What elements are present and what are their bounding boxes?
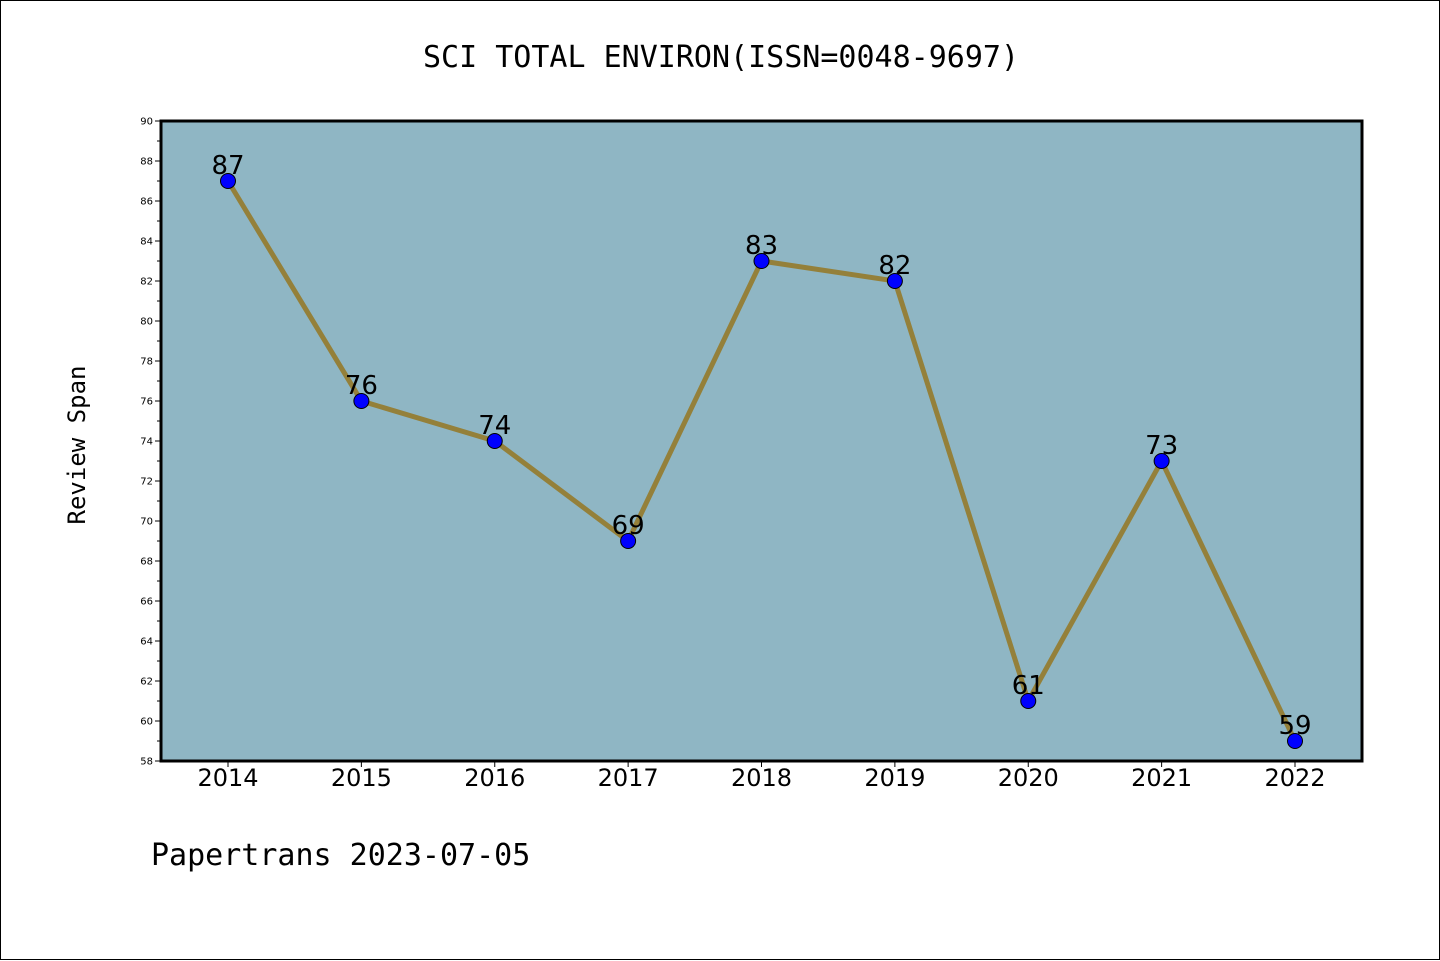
data-label: 83 xyxy=(745,231,778,261)
data-label: 59 xyxy=(1278,711,1311,741)
data-label: 87 xyxy=(211,151,244,181)
x-tick-label: 2022 xyxy=(1264,764,1325,792)
data-point xyxy=(753,253,770,269)
x-tick-label: 2015 xyxy=(331,764,392,792)
x-tick-label: 2017 xyxy=(598,764,659,792)
data-point xyxy=(1153,453,1170,469)
y-axis: 58 60 62 64 66 68 70 72 74 76 78 80 82 84 86 88 90 xyxy=(140,117,161,768)
y-tick-label: 84 xyxy=(140,237,153,248)
y-tick-label: 82 xyxy=(140,277,153,288)
data-point xyxy=(353,393,370,409)
y-tick-label: 78 xyxy=(140,357,153,368)
x-tick-label: 2018 xyxy=(731,764,792,792)
y-tick-label: 58 xyxy=(140,757,153,768)
y-tick-label: 66 xyxy=(140,597,153,608)
y-tick-label: 76 xyxy=(140,397,153,408)
data-point xyxy=(1287,733,1303,749)
y-tick-label: 90 xyxy=(140,117,153,128)
y-tick-label: 64 xyxy=(140,637,153,648)
data-label: 61 xyxy=(1012,671,1045,701)
footer-text: Papertrans 2023-07-05 xyxy=(151,838,530,873)
x-tick-label: 2014 xyxy=(197,764,258,792)
data-label: 74 xyxy=(478,411,511,441)
data-point xyxy=(1020,693,1037,709)
data-label: 69 xyxy=(612,511,645,541)
x-tick-label: 2016 xyxy=(464,764,525,792)
y-tick-label: 80 xyxy=(140,317,153,328)
x-axis: 2014 2015 2016 2017 2018 2019 2020 2021 2022 xyxy=(197,761,1326,792)
data-label: 76 xyxy=(345,371,378,401)
data-label: 73 xyxy=(1145,431,1178,461)
y-tick-label: 68 xyxy=(140,557,153,568)
data-label: 82 xyxy=(878,251,911,281)
y-tick-label: 70 xyxy=(140,517,153,528)
y-tick-label: 72 xyxy=(140,477,153,488)
chart-title: SCI TOTAL ENVIRON(ISSN=0048-9697) xyxy=(423,40,1019,75)
y-tick-label: 74 xyxy=(140,437,153,448)
y-axis-label: Review Span xyxy=(63,366,91,525)
x-tick-label: 2019 xyxy=(864,764,925,792)
y-tick-label: 62 xyxy=(140,677,153,688)
x-tick-label: 2020 xyxy=(998,764,1059,792)
data-point xyxy=(486,433,503,449)
data-label-layer: 87 76 74 69 83 82 61 73 59 xyxy=(211,151,1311,741)
y-tick-label: 86 xyxy=(140,197,153,208)
data-point xyxy=(620,533,637,549)
plot-area xyxy=(159,119,1364,763)
y-tick-label: 88 xyxy=(140,157,153,168)
data-point xyxy=(220,173,236,189)
data-point xyxy=(886,273,903,289)
marker-layer xyxy=(220,173,1303,749)
y-tick-label: 60 xyxy=(140,717,153,728)
x-tick-label: 2021 xyxy=(1131,764,1192,792)
